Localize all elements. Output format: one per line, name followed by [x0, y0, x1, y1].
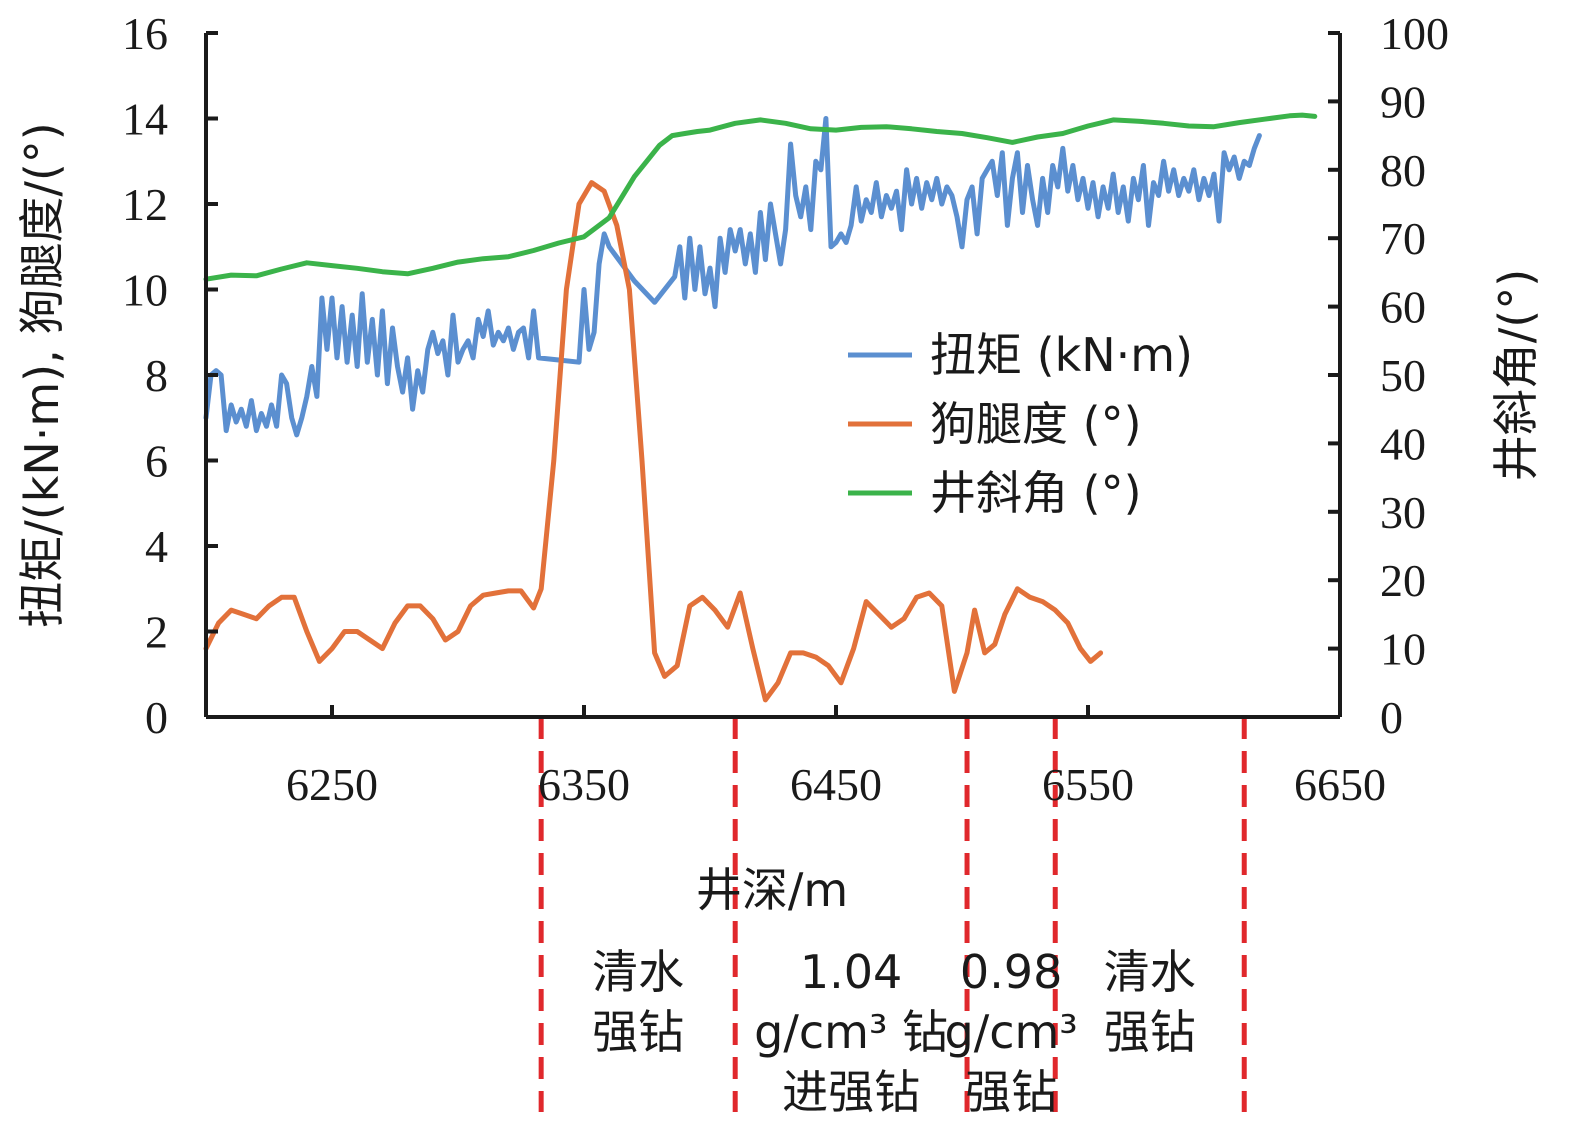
legend-label-2: 狗腿度 (°) [930, 397, 1142, 451]
left-y-tick-label-5: 10 [122, 265, 168, 316]
right-y-tick-label-0: 0 [1380, 692, 1403, 743]
right-y-tick-label-6: 60 [1380, 282, 1426, 333]
right-y-tick-label-9: 90 [1380, 76, 1426, 127]
left-y-axis-title: 扭矩/(kN·m), 狗腿度/(°) [15, 122, 69, 628]
zone-1-label-line-2: 强钻 [592, 1005, 684, 1059]
x-tick-label-4: 6650 [1294, 759, 1386, 810]
zone-4-label-line-1: 清水 [1104, 945, 1196, 999]
right-y-tick-label-7: 70 [1380, 213, 1426, 264]
x-tick-label-0: 6250 [286, 759, 378, 810]
right-y-tick-label-3: 30 [1380, 487, 1426, 538]
left-y-tick-label-8: 16 [122, 8, 168, 59]
left-y-tick-label-0: 0 [145, 692, 168, 743]
right-y-tick-label-1: 10 [1380, 624, 1426, 675]
right-y-tick-label-10: 100 [1380, 8, 1449, 59]
right-y-tick-label-5: 50 [1380, 350, 1426, 401]
zone-3-label-line-3: 强钻 [965, 1065, 1057, 1119]
series-layer [203, 112, 1318, 703]
left-y-tick-label-3: 6 [145, 436, 168, 487]
right-y-axis-title: 井斜角/(°) [1489, 269, 1543, 481]
legend-label-1: 扭矩 (kN·m) [930, 328, 1193, 382]
axes [204, 31, 1342, 719]
left-y-tick-label-6: 12 [122, 179, 168, 230]
legend-label-3: 井斜角 (°) [930, 466, 1142, 520]
x-tick-label-2: 6450 [790, 759, 882, 810]
left-y-tick-label-2: 4 [145, 521, 168, 572]
right-y-tick-label-8: 80 [1380, 145, 1426, 196]
x-axis-title: 井深/m [696, 863, 848, 917]
series-line-3 [203, 112, 1318, 282]
legend: 扭矩 (kN·m) 狗腿度 (°) 井斜角 (°) [848, 328, 1193, 520]
zone-1-label-line-1: 清水 [592, 945, 684, 999]
zone-3-label-line-1: 0.98 [960, 945, 1062, 999]
zone-2-label-line-3: 进强钻 [782, 1065, 920, 1119]
left-y-tick-label-1: 2 [145, 607, 168, 658]
left-y-tick-label-7: 14 [122, 94, 168, 145]
zone-2-label-line-2: g/cm³ 钻 [754, 1005, 948, 1059]
zone-2-label-line-1: 1.04 [800, 945, 902, 999]
right-y-tick-label-2: 20 [1380, 555, 1426, 606]
x-tick-label-3: 6550 [1042, 759, 1134, 810]
series-line-2 [203, 180, 1104, 703]
x-tick-label-1: 6350 [538, 759, 630, 810]
zone-3-label-line-2: g/cm³ [945, 1005, 1078, 1059]
left-y-tick-label-4: 8 [145, 350, 168, 401]
series-line-1 [203, 116, 1262, 438]
zone-4-label-line-2: 强钻 [1104, 1005, 1196, 1059]
tick-labels: 0 2 4 6 8 10 12 14 16 0 10 20 30 40 50 60 70 80 90 100 6250 6… [122, 8, 1449, 810]
right-y-tick-label-4: 40 [1380, 418, 1426, 469]
